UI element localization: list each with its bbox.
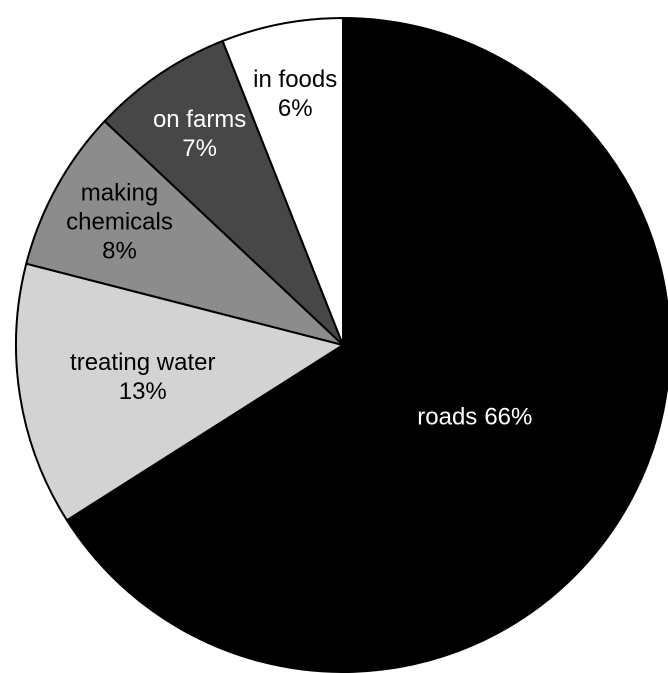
value-label: 7% xyxy=(182,135,217,163)
category-label: treating water xyxy=(70,348,216,376)
value-label: 13% xyxy=(118,377,167,405)
category-label: making chemicals xyxy=(66,179,173,236)
slice-label: roads 66% xyxy=(365,403,585,432)
category-label: on farms xyxy=(152,106,247,134)
slice-label: in foods 6% xyxy=(220,65,370,123)
pie-slice xyxy=(25,120,344,346)
value-label: 8% xyxy=(102,237,137,265)
pie-slice xyxy=(65,17,668,673)
pie-slice xyxy=(103,39,344,346)
pie-slice xyxy=(15,262,344,522)
value-label: 66% xyxy=(484,403,533,431)
category-label: in foods xyxy=(253,66,338,94)
category-label: roads xyxy=(417,403,478,431)
value-label: 6% xyxy=(277,95,313,123)
slice-label: on farms 7% xyxy=(125,105,275,163)
pie-slice xyxy=(221,17,344,346)
slice-label: treating water 13% xyxy=(33,348,253,406)
slice-label: making chemicals 8% xyxy=(44,179,194,266)
